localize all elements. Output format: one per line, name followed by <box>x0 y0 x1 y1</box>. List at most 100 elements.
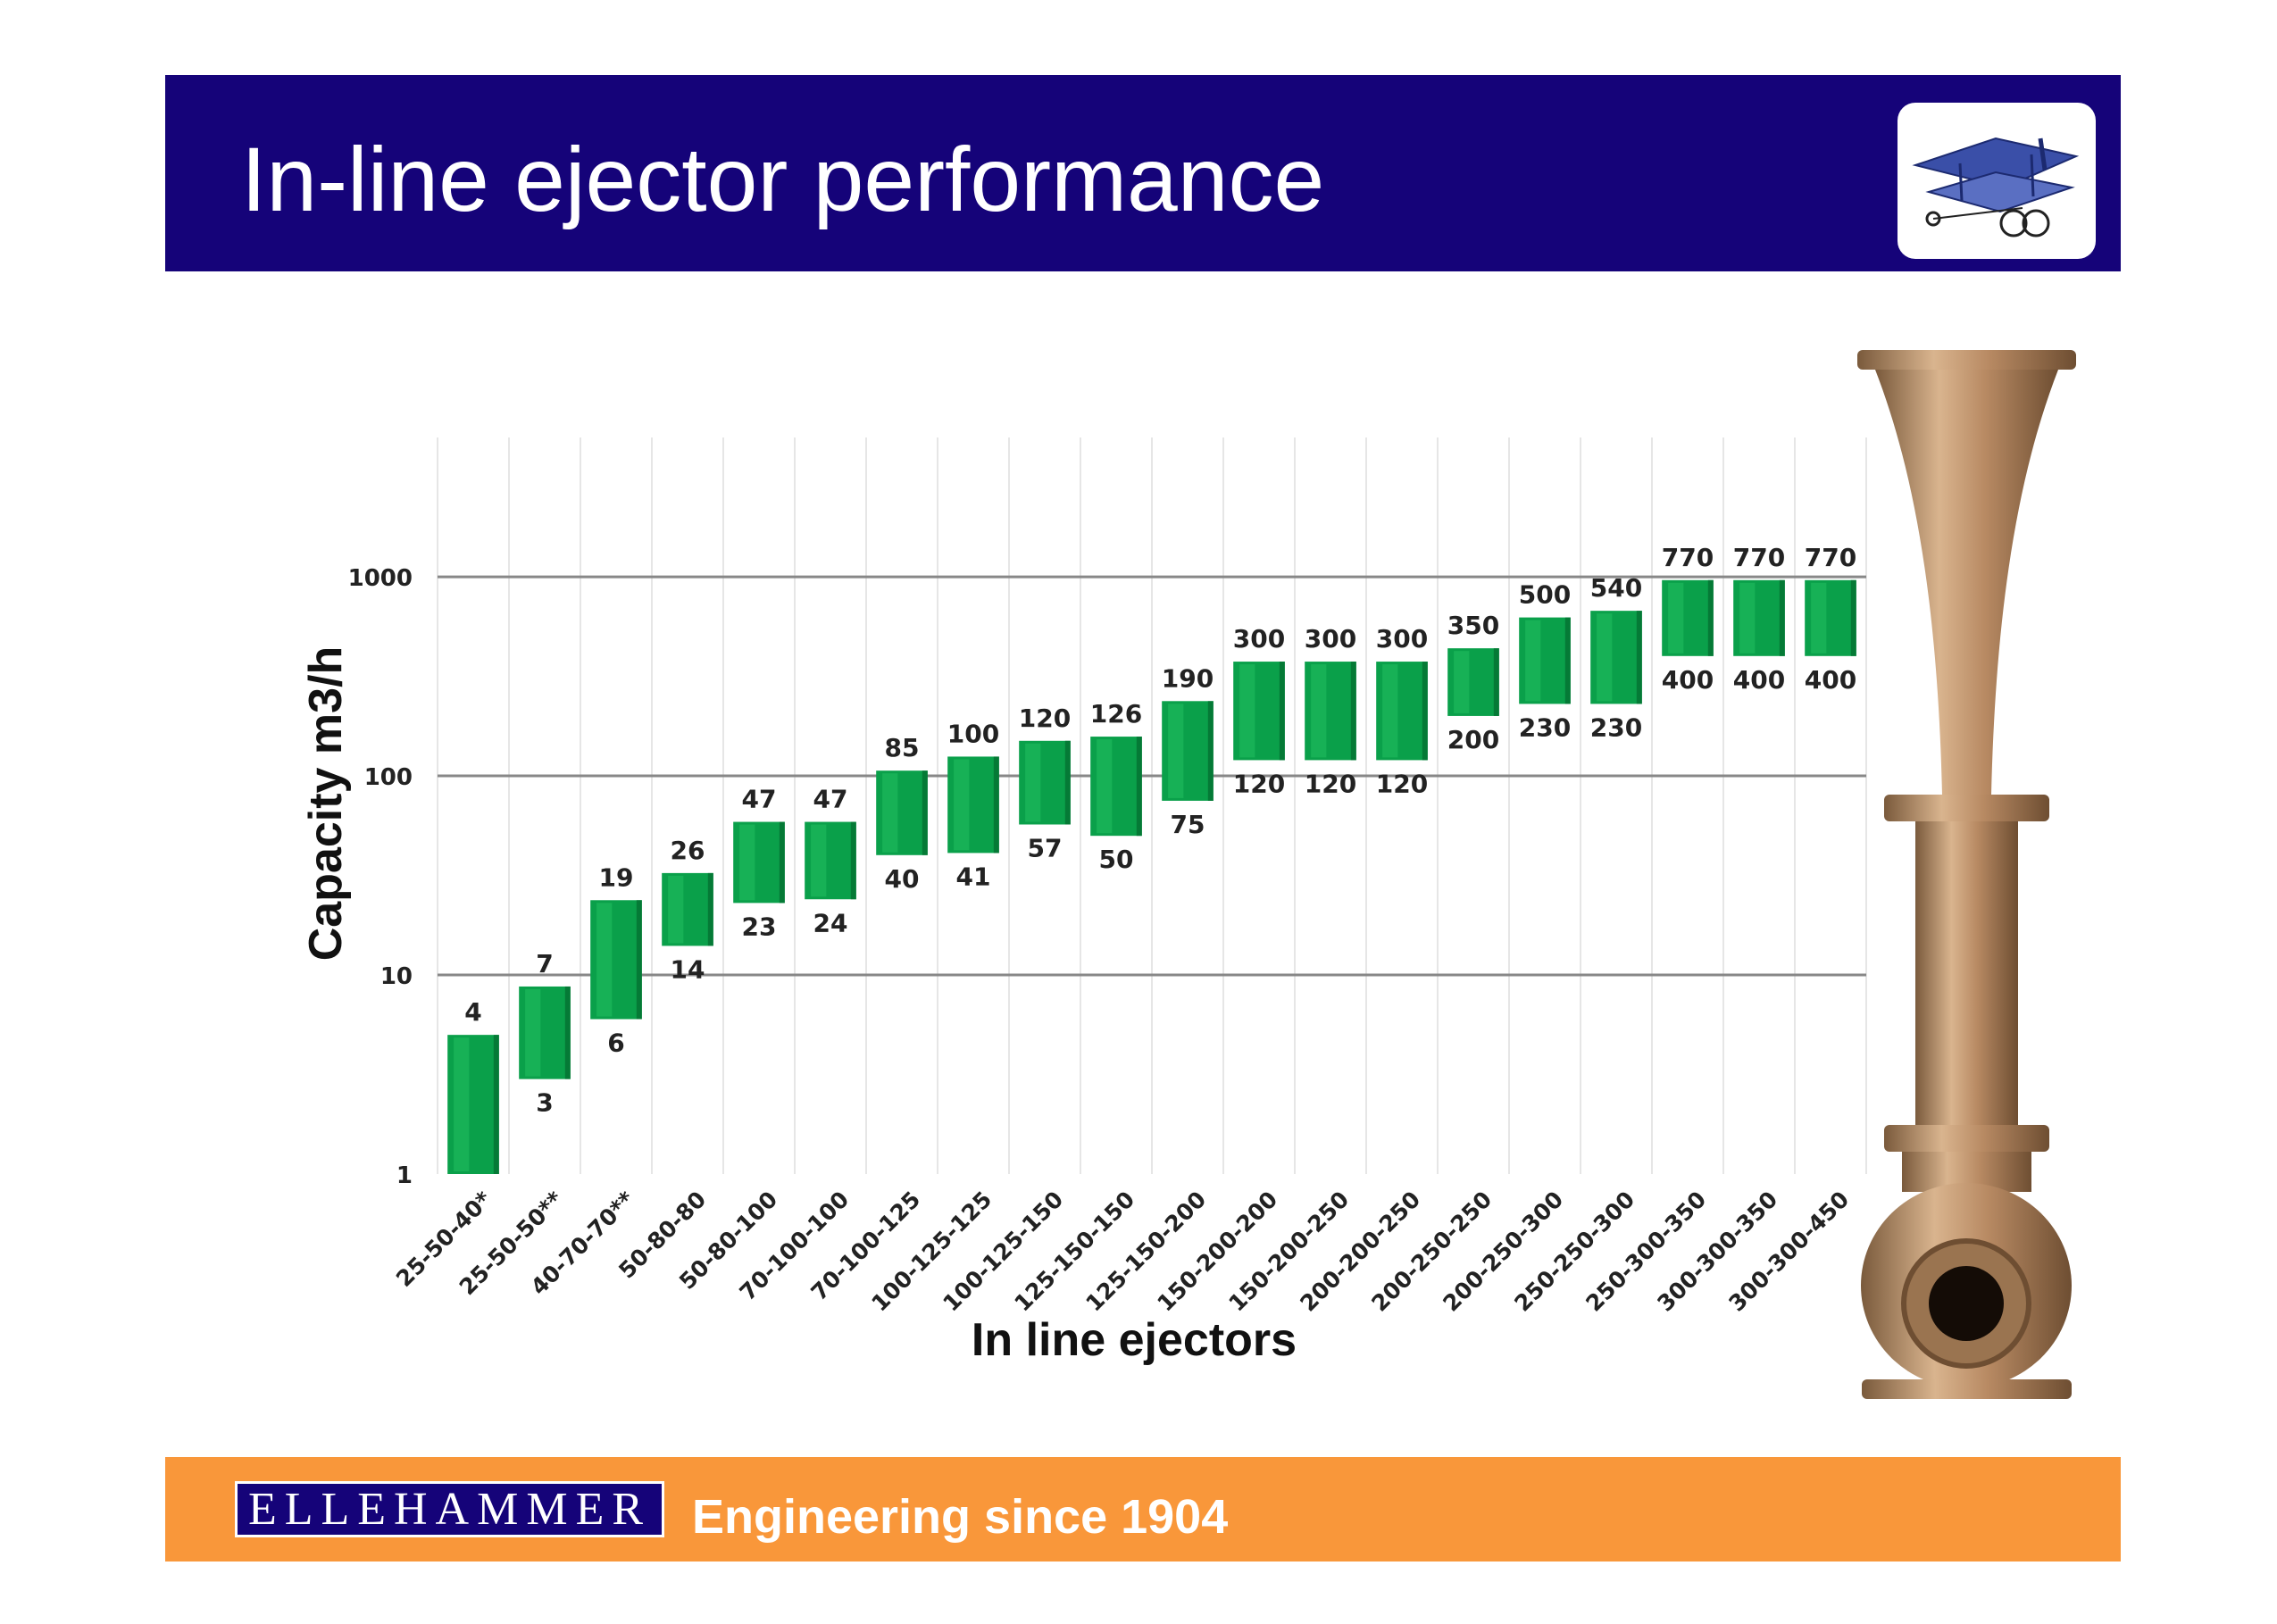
y-tick-label: 1000 <box>348 565 413 592</box>
range-bar-highlight <box>1097 739 1113 834</box>
range-bar-edge <box>1136 737 1142 837</box>
min-value-label: 400 <box>1662 665 1714 695</box>
brand-logo: ELLEHAMMER <box>235 1481 664 1537</box>
min-value-label: 200 <box>1447 725 1499 754</box>
range-bar-highlight <box>1311 664 1327 758</box>
max-value-label: 85 <box>885 733 920 762</box>
tagline: Engineering since 1904 <box>692 1490 1229 1544</box>
x-tick-label: 200-200-250 <box>1295 1187 1425 1317</box>
max-value-label: 26 <box>671 836 705 865</box>
footer-bar: ELLEHAMMER Engineering since 1904 <box>165 1457 2121 1562</box>
range-bar-highlight <box>668 875 684 944</box>
min-value-label: 400 <box>1733 665 1785 695</box>
range-bar-highlight <box>1168 704 1184 798</box>
min-value-label: 120 <box>1233 769 1285 798</box>
max-value-label: 540 <box>1590 573 1642 603</box>
range-bar-highlight <box>1811 582 1827 654</box>
max-value-label: 300 <box>1233 624 1285 654</box>
y-tick-label: 100 <box>364 764 413 791</box>
max-value-label: 500 <box>1519 580 1571 610</box>
logo-box <box>1898 103 2096 259</box>
range-bar-edge <box>922 770 928 855</box>
range-bar-edge <box>1422 662 1428 761</box>
range-bar-edge <box>850 821 856 900</box>
range-bar-edge <box>1564 617 1571 704</box>
range-bar-highlight <box>525 988 541 1077</box>
y-tick-label: 1 <box>396 1162 413 1189</box>
max-value-label: 190 <box>1162 663 1214 693</box>
max-value-label: 300 <box>1376 624 1428 654</box>
x-tick-label: 300-300-350 <box>1652 1187 1782 1317</box>
x-tick-label: 150-200-250 <box>1223 1187 1354 1317</box>
range-bar-highlight <box>1739 582 1756 654</box>
max-value-label: 126 <box>1090 699 1142 729</box>
min-value-label: 230 <box>1590 712 1642 742</box>
range-bar-edge <box>1850 579 1856 656</box>
range-bar-highlight <box>1025 743 1041 822</box>
range-bar-highlight <box>596 903 613 1017</box>
min-value-label: 3 <box>536 1088 553 1118</box>
max-value-label: 770 <box>1733 543 1785 572</box>
slide-title: In-line ejector performance <box>241 129 1325 230</box>
range-bar-highlight <box>739 824 755 901</box>
range-bar-edge <box>1493 648 1499 716</box>
max-value-label: 770 <box>1662 543 1714 572</box>
y-tick-label: 10 <box>380 963 413 990</box>
min-value-label: 75 <box>1171 810 1205 839</box>
min-value-label: 120 <box>1305 769 1356 798</box>
range-bar-highlight <box>1239 664 1255 758</box>
ejector-illustration <box>1857 350 2076 1399</box>
range-bar-edge <box>1779 579 1785 656</box>
max-value-label: 120 <box>1019 704 1071 733</box>
min-value-label: 24 <box>813 908 848 937</box>
slide-header: In-line ejector performance <box>165 75 2121 271</box>
range-bar-edge <box>493 1035 499 1174</box>
max-value-label: 47 <box>813 785 848 814</box>
min-value-label: 50 <box>1099 845 1134 874</box>
range-bar-edge <box>1636 611 1642 704</box>
range-bar-highlight <box>1668 582 1684 654</box>
max-value-label: 770 <box>1805 543 1856 572</box>
min-value-label: 23 <box>742 912 777 941</box>
min-value-label: 14 <box>671 954 705 984</box>
range-bar-edge <box>779 821 785 904</box>
x-tick-label: 250-300-350 <box>1581 1187 1711 1317</box>
range-bar-edge <box>707 872 713 946</box>
min-value-label: 57 <box>1028 833 1063 862</box>
range-bar-edge <box>1207 701 1214 801</box>
max-value-label: 300 <box>1305 624 1356 654</box>
x-tick-label: 100-125-150 <box>938 1187 1068 1317</box>
range-bar-edge <box>564 986 571 1079</box>
x-tick-label: 125-150-200 <box>1080 1187 1211 1317</box>
x-tick-label: 200-250-300 <box>1438 1187 1568 1317</box>
range-bar-edge <box>1064 740 1071 825</box>
x-tick-label: 250-250-300 <box>1509 1187 1639 1317</box>
range-bar-highlight <box>811 824 827 897</box>
range-bar-highlight <box>1597 613 1613 702</box>
range-bar-edge <box>1279 662 1285 761</box>
max-value-label: 7 <box>536 949 553 979</box>
x-tick-label: 300-300-450 <box>1723 1187 1854 1317</box>
min-value-label: 230 <box>1519 712 1571 742</box>
range-bar-edge <box>1707 579 1714 656</box>
min-value-label: 40 <box>885 864 920 894</box>
max-value-label: 19 <box>599 862 634 892</box>
range-bar-highlight <box>1525 620 1541 702</box>
min-value-label: 41 <box>956 862 991 891</box>
range-bar-highlight <box>1454 651 1470 713</box>
min-value-label: 400 <box>1805 665 1856 695</box>
x-tick-label: 125-150-150 <box>1009 1187 1139 1317</box>
range-bar-edge <box>993 756 999 854</box>
y-axis-title: Capacity m3/h <box>300 646 352 962</box>
range-bar-highlight <box>1382 664 1398 758</box>
max-value-label: 4 <box>464 997 481 1027</box>
x-tick-label: 200-250-250 <box>1366 1187 1497 1317</box>
max-value-label: 47 <box>742 785 777 814</box>
max-value-label: 350 <box>1447 611 1499 640</box>
range-bar-edge <box>1350 662 1356 761</box>
range-bar-highlight <box>454 1037 470 1171</box>
max-value-label: 100 <box>947 719 999 748</box>
min-value-label: 6 <box>607 1028 624 1057</box>
x-tick-label: 150-200-200 <box>1152 1187 1282 1317</box>
